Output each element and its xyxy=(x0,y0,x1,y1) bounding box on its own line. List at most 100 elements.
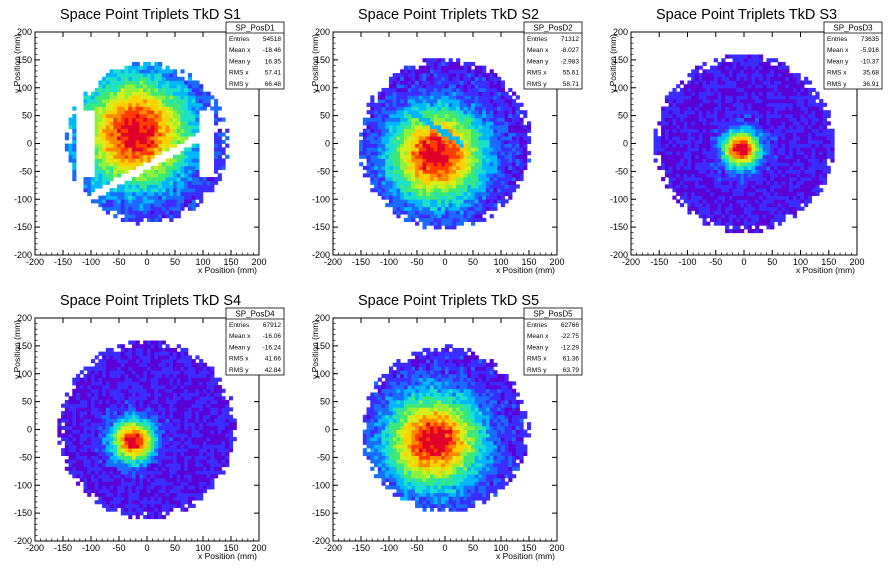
histogram-cell xyxy=(471,99,476,104)
histogram-cell xyxy=(826,143,831,148)
histogram-cell xyxy=(523,132,528,137)
histogram-cell xyxy=(672,180,677,185)
histogram-cell xyxy=(158,139,163,145)
histogram-cell xyxy=(176,169,181,174)
histogram-cell xyxy=(158,177,163,182)
histogram-cell xyxy=(736,69,741,74)
histogram-cell xyxy=(467,95,472,100)
histogram-cell xyxy=(497,87,502,93)
histogram-cell xyxy=(176,158,181,163)
histogram-cell xyxy=(732,84,737,89)
histogram-cell xyxy=(135,128,140,133)
histogram-cell xyxy=(721,128,726,133)
histogram-cell xyxy=(448,121,453,126)
histogram-cell xyxy=(762,91,767,96)
histogram-cell xyxy=(789,117,794,122)
histogram-cell xyxy=(403,76,408,81)
histogram-cell xyxy=(463,69,468,74)
histogram-cell xyxy=(789,91,794,96)
histogram-cell xyxy=(381,162,386,167)
histogram-cell xyxy=(102,165,107,170)
histogram-cell xyxy=(485,191,491,196)
histogram-cell xyxy=(702,143,707,148)
histogram-cell xyxy=(392,136,397,141)
histogram-cell xyxy=(456,95,461,100)
histogram-cell xyxy=(459,191,464,196)
histogram-cell xyxy=(459,158,464,163)
histogram-cell xyxy=(758,143,764,148)
histogram-cell xyxy=(199,91,204,96)
histogram-cell xyxy=(139,106,144,111)
histogram-cell xyxy=(792,180,797,185)
histogram-cell xyxy=(471,95,476,100)
histogram-cell xyxy=(94,106,99,111)
histogram-cell xyxy=(426,132,431,137)
histogram-cell xyxy=(807,132,813,137)
histogram-cell xyxy=(429,162,435,167)
histogram-cell xyxy=(120,143,125,148)
histogram-cell xyxy=(143,151,148,156)
histogram-cell xyxy=(691,110,696,115)
histogram-cell xyxy=(102,177,107,182)
histogram-cell xyxy=(751,136,756,141)
histogram-cell xyxy=(497,165,502,170)
histogram-cell xyxy=(717,143,722,148)
x-tick-label: 150 xyxy=(821,257,836,267)
histogram-cell xyxy=(687,191,692,196)
histogram-cell xyxy=(683,184,688,189)
histogram-cell xyxy=(456,221,461,226)
histogram-cell xyxy=(830,158,835,163)
histogram-cell xyxy=(418,139,423,145)
histogram-cell xyxy=(758,184,764,189)
histogram-cell xyxy=(822,173,828,178)
histogram-cell xyxy=(444,214,450,219)
histogram-cell xyxy=(732,206,737,211)
histogram-cell xyxy=(755,80,760,85)
histogram-cell xyxy=(98,125,103,130)
histogram-cell xyxy=(143,128,148,133)
histogram-cell xyxy=(725,203,730,208)
histogram-cell xyxy=(459,221,464,226)
histogram-cell xyxy=(471,132,476,137)
histogram-cell xyxy=(474,136,479,141)
histogram-cell xyxy=(467,76,472,81)
histogram-cell xyxy=(128,95,133,100)
histogram-cell xyxy=(98,110,103,115)
histogram-cell xyxy=(105,80,110,85)
histogram-cell xyxy=(755,73,760,78)
histogram-cell xyxy=(721,221,726,226)
histogram-cell xyxy=(444,87,450,93)
histogram-cell xyxy=(770,165,775,170)
histogram-cell xyxy=(437,58,442,63)
histogram-cell xyxy=(800,199,805,204)
histogram-cell xyxy=(785,162,790,167)
histogram-cell xyxy=(184,117,189,122)
histogram-cell xyxy=(154,84,159,89)
histogram-cell xyxy=(512,188,517,193)
histogram-cell xyxy=(691,139,696,145)
histogram-cell xyxy=(755,225,760,230)
histogram-cell xyxy=(415,139,420,145)
histogram-cell xyxy=(740,203,745,208)
histogram-cell xyxy=(668,158,673,163)
histogram-cell xyxy=(717,199,722,204)
histogram-cell xyxy=(109,125,114,130)
histogram-cell xyxy=(668,102,673,107)
histogram-cell xyxy=(661,147,666,152)
histogram-cell xyxy=(770,158,775,163)
histogram-cell xyxy=(396,177,401,182)
histogram-cell xyxy=(725,139,730,145)
histogram-cell xyxy=(710,110,715,115)
histogram-cell xyxy=(459,76,464,81)
histogram-cell xyxy=(158,195,163,200)
histogram-cell xyxy=(664,151,670,156)
histogram-cell xyxy=(804,195,809,200)
histogram-cell xyxy=(758,206,764,211)
histogram-cell xyxy=(819,117,824,122)
histogram-cell xyxy=(698,102,703,107)
histogram-cell xyxy=(732,136,737,141)
histogram-cell xyxy=(385,87,390,93)
histogram-cell xyxy=(725,125,730,130)
histogram-cell xyxy=(120,117,125,122)
histogram-cell xyxy=(664,143,670,148)
